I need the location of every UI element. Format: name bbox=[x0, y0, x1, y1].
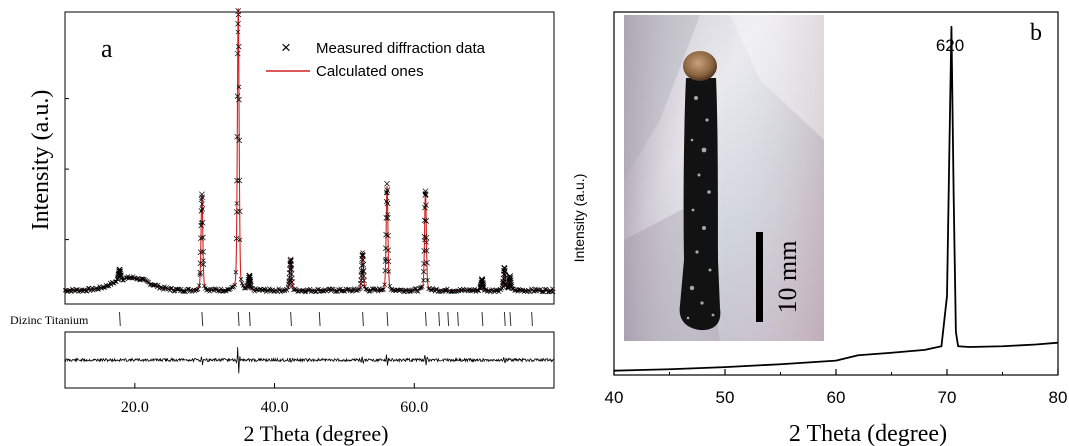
peak-annotation-620: 620 bbox=[936, 36, 964, 55]
panel-b-y-axis-label: Intensity (a.u.) bbox=[571, 174, 587, 263]
sample-rod bbox=[679, 78, 721, 331]
bragg-tick bbox=[362, 311, 364, 327]
legend-label-measured: Measured diffraction data bbox=[316, 40, 486, 57]
sample-speckles bbox=[686, 96, 715, 320]
bragg-tick bbox=[481, 311, 484, 327]
panel-a-x-tick-label: 60.0 bbox=[400, 399, 428, 416]
panel-b-x-tick-label: 70 bbox=[938, 388, 957, 407]
panel-b-x-tick-label: 80 bbox=[1049, 388, 1068, 407]
bragg-tick bbox=[447, 311, 450, 327]
panel-a-legend: × Measured diffraction data Calculated o… bbox=[266, 38, 486, 80]
panel-a-difference-frame bbox=[64, 331, 555, 389]
scale-bar-label: 10 mm bbox=[773, 241, 802, 314]
legend-marker-measured: × bbox=[281, 38, 291, 57]
panel-b-pattern-line bbox=[613, 25, 1059, 372]
bragg-tick bbox=[509, 311, 512, 327]
measured-diffraction-markers bbox=[62, 8, 556, 295]
bragg-tick bbox=[118, 311, 121, 327]
bragg-tick bbox=[386, 311, 389, 327]
panel-a-label: a bbox=[101, 34, 113, 63]
panel-a-x-tick-label: 40.0 bbox=[261, 399, 289, 416]
panel-b-x-tick-label: 40 bbox=[605, 388, 624, 407]
bragg-tick bbox=[290, 311, 292, 327]
bragg-tick bbox=[248, 311, 251, 327]
scale-bar bbox=[756, 232, 763, 322]
panel-b-x-axis-label: 2 Theta (degree) bbox=[789, 421, 947, 446]
panel-a-x-axis-label: 2 Theta (degree) bbox=[244, 421, 389, 446]
panel-a: a × Measured diffraction data Calculated… bbox=[10, 8, 556, 446]
panel-b-label: b bbox=[1030, 20, 1042, 46]
inset-photo-plastic-fold-2 bbox=[730, 15, 824, 140]
panel-a-y-axis-label: Intensity (a.u.) bbox=[28, 90, 54, 231]
sample-cap bbox=[683, 51, 717, 81]
panel-b-x-tick-label: 60 bbox=[827, 388, 846, 407]
bragg-tick bbox=[201, 311, 204, 327]
phase-label: Dizinc Titanium bbox=[10, 313, 89, 327]
bragg-tick bbox=[237, 311, 240, 327]
panel-a-main-frame bbox=[64, 11, 555, 305]
legend-label-calculated: Calculated ones bbox=[316, 63, 424, 80]
panel-a-x-tick-label: 20.0 bbox=[121, 399, 149, 416]
panel-b: 40 50 60 70 80 620 b Intensity (a.u.) 2 Thet… bbox=[571, 11, 1068, 446]
bragg-tick bbox=[424, 311, 427, 327]
bragg-tick bbox=[457, 311, 459, 327]
inset-photo-plastic-fold bbox=[624, 15, 700, 180]
bragg-tick bbox=[531, 311, 533, 327]
bragg-tick bbox=[503, 311, 506, 327]
inset-photo-shade bbox=[624, 15, 824, 341]
difference-curve bbox=[64, 347, 555, 374]
panel-b-x-tick-label: 50 bbox=[716, 388, 735, 407]
inset-photo: 10 mm bbox=[624, 15, 824, 341]
bragg-tick bbox=[318, 311, 321, 327]
bragg-tick bbox=[438, 311, 441, 327]
